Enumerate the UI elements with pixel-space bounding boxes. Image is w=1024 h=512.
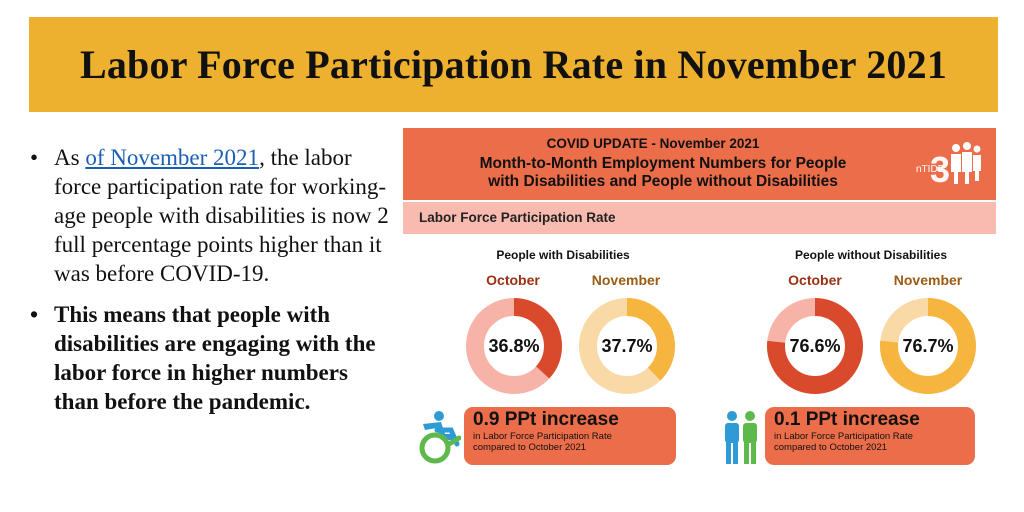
- november-label-without: November: [893, 272, 963, 288]
- bullet-2-text: This means that people with disabilities…: [54, 302, 376, 414]
- bullet-dot: •: [30, 145, 39, 170]
- increase-value-without: 0.1 PPt increase: [774, 409, 920, 430]
- increase-desc-line1-with: in Labor Force Participation Rate: [473, 431, 612, 442]
- november-2021-link[interactable]: of November 2021: [85, 145, 260, 170]
- increase-desc-line2-without: compared to October 2021: [774, 442, 888, 453]
- donut-arc-november-without: [880, 298, 976, 394]
- logo-text: nTIDE: [916, 164, 945, 175]
- accessibility-icon: [419, 411, 461, 464]
- title-banner: Labor Force Participation Rate in Novemb…: [29, 17, 998, 112]
- group-title-with-disabilities: People with Disabilities: [496, 248, 630, 262]
- bullet-item-1: • As of November 2021, the labor force p…: [26, 143, 396, 288]
- donut-october-with-disabilities: 36.8%: [464, 296, 564, 396]
- two-people-icon: [725, 411, 757, 464]
- header-subtitle: Month-to-Month Employment Numbers for Pe…: [403, 155, 923, 191]
- header-subtitle-line2: with Disabilities and People without Dis…: [488, 173, 838, 190]
- bullet-list: • As of November 2021, the labor force p…: [26, 143, 396, 416]
- value-november-without: 76.7%: [902, 336, 954, 356]
- svg-text:3: 3: [930, 149, 950, 190]
- value-october-without: 76.6%: [789, 336, 841, 356]
- october-label-without: October: [788, 272, 842, 288]
- increase-desc-line1-without: in Labor Force Participation Rate: [774, 431, 913, 442]
- infographic: COVID UPDATE - November 2021 Month-to-Mo…: [403, 128, 996, 478]
- donut-arc-october-without: [767, 298, 863, 394]
- increase-value-with: 0.9 PPt increase: [473, 409, 619, 430]
- donut-november-without-disabilities: 76.7%: [878, 296, 978, 396]
- increase-box-without-disabilities: 0.1 PPt increase in Labor Force Particip…: [765, 407, 975, 465]
- donut-arc-october-with: [466, 298, 562, 394]
- logo-figures-icon: 3: [930, 142, 981, 190]
- infographic-header: COVID UPDATE - November 2021 Month-to-Mo…: [403, 128, 996, 200]
- increase-box-with-disabilities: 0.9 PPt increase in Labor Force Particip…: [464, 407, 676, 465]
- donut-october-without-disabilities: 76.6%: [765, 296, 865, 396]
- ntide-logo: nTIDE 3: [916, 140, 988, 190]
- bullet-1-prefix: As: [54, 145, 86, 170]
- value-november-with: 37.7%: [601, 336, 653, 356]
- increase-desc-line2-with: compared to October 2021: [473, 442, 587, 453]
- group-title-without-disabilities: People without Disabilities: [794, 248, 948, 262]
- bullet-1-text: , the labor force participation rate for…: [54, 145, 389, 286]
- november-label-with: November: [591, 272, 661, 288]
- value-october-with: 36.8%: [488, 336, 540, 356]
- page-title: Labor Force Participation Rate in Novemb…: [79, 42, 948, 87]
- donut-november-with-disabilities: 37.7%: [577, 296, 677, 396]
- bullet-dot: •: [30, 302, 39, 327]
- header-covid-update: COVID UPDATE - November 2021: [546, 136, 760, 151]
- header-subtitle-line1: Month-to-Month Employment Numbers for Pe…: [479, 155, 847, 172]
- october-label-with: October: [486, 272, 540, 288]
- section-label-bar: Labor Force Participation Rate: [403, 202, 996, 234]
- donut-arc-november-with: [579, 298, 675, 394]
- bullet-item-2: • This means that people with disabiliti…: [26, 300, 396, 416]
